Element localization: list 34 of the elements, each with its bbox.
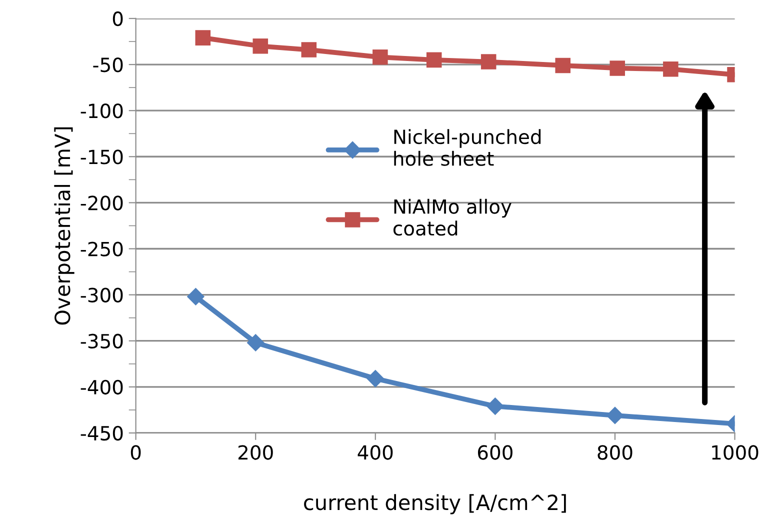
y-tick-label: -150 — [80, 150, 123, 164]
y-axis-title: Overpotential [mV] — [54, 127, 74, 325]
point — [372, 50, 388, 65]
y-tick-label: -350 — [80, 334, 123, 349]
point — [195, 30, 211, 46]
x-tick-label: 600 — [478, 445, 512, 460]
y-tick-label: -300 — [80, 288, 123, 302]
point — [610, 60, 626, 76]
x-tick-label: 800 — [598, 445, 632, 460]
y-tick-label: -450 — [80, 426, 123, 441]
point — [252, 38, 268, 54]
x-tick-label: 200 — [238, 445, 273, 460]
y-tick-label: -100 — [80, 104, 123, 118]
y-tick-label: -400 — [80, 380, 123, 395]
y-tick-label: -250 — [80, 242, 123, 256]
point — [366, 370, 384, 388]
point — [606, 406, 624, 424]
x-tick-label: 1000 — [712, 445, 758, 460]
point — [486, 398, 504, 415]
legend-label: Nickel-punched hole sheet — [394, 129, 541, 166]
y-tick-label: -200 — [80, 196, 123, 210]
point — [301, 42, 317, 58]
x-tick-label: 400 — [358, 445, 393, 460]
point — [426, 52, 442, 68]
point — [663, 62, 678, 77]
x-tick-label: 0 — [130, 445, 141, 460]
point — [480, 54, 496, 70]
legend-label: NiAlMo alloy coated — [394, 198, 512, 236]
x-axis-title: current density [A/cm^2] — [304, 494, 566, 514]
point — [187, 288, 204, 306]
point — [555, 58, 571, 74]
point — [247, 334, 264, 352]
y-tick-label: -50 — [93, 57, 123, 72]
y-tick-label: 0 — [112, 11, 123, 26]
